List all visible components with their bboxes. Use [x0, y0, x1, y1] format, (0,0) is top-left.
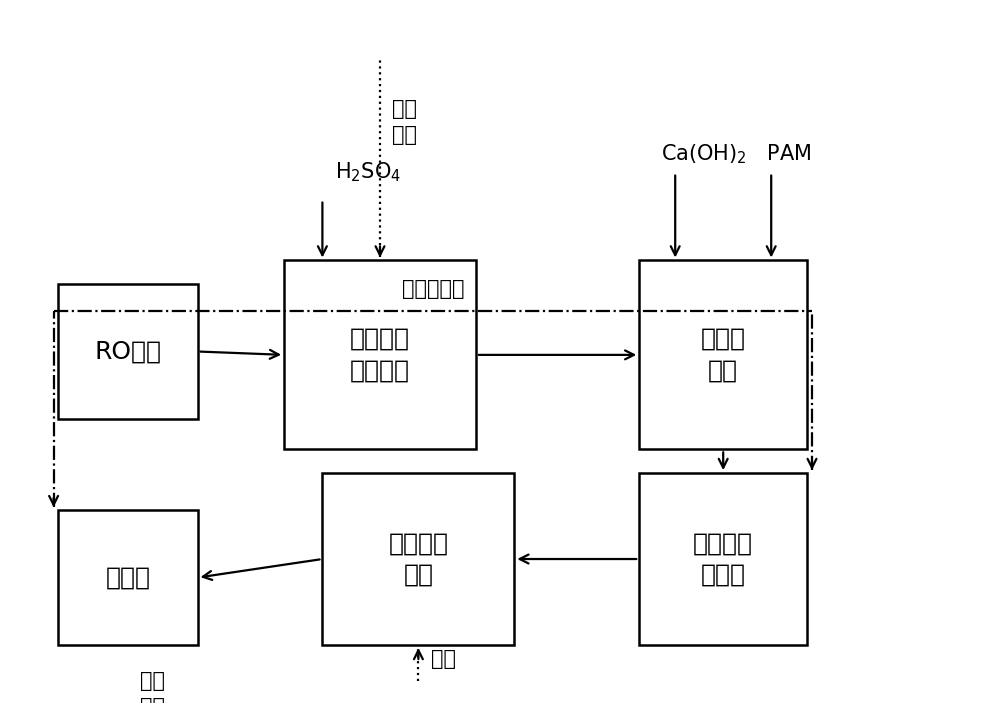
Bar [58, 510, 198, 645]
Bar [639, 260, 807, 449]
Text: 曝气生物
滤池: 曝气生物 滤池 [388, 531, 448, 587]
Bar [322, 473, 514, 645]
Text: 混凝沉
淀池: 混凝沉 淀池 [701, 327, 746, 382]
Bar [58, 284, 198, 419]
Text: 反硝化生
物滤池: 反硝化生 物滤池 [693, 531, 753, 587]
Text: 达标
排放: 达标 排放 [140, 671, 165, 703]
Text: 硝化液回流: 硝化液回流 [402, 279, 464, 299]
Text: RO浓水: RO浓水 [94, 340, 162, 363]
Text: 催化内电
解反应器: 催化内电 解反应器 [350, 327, 410, 382]
Text: 曝气: 曝气 [431, 649, 456, 669]
Text: 二沉池: 二沉池 [105, 566, 150, 590]
Text: Ca(OH)$_2$   PAM: Ca(OH)$_2$ PAM [661, 142, 811, 166]
Text: 压缩
空气: 压缩 空气 [392, 99, 417, 146]
Bar [639, 473, 807, 645]
Bar [284, 260, 476, 449]
Text: H$_2$SO$_4$: H$_2$SO$_4$ [335, 160, 401, 184]
